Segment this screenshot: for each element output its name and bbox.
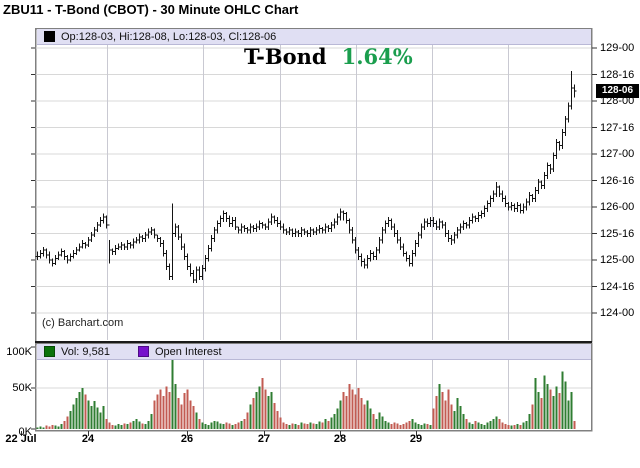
price-legend-bar: Op:128-03, Hi:128-08, Lo:128-03, Cl:128-… xyxy=(37,29,591,45)
x-axis-label: 29 xyxy=(409,433,423,445)
y-axis-label: 127-00 xyxy=(600,148,635,160)
gridlines xyxy=(36,45,591,429)
y-axis-label: 128-00 xyxy=(600,95,635,107)
y-axis-label: 129-00 xyxy=(600,42,635,54)
volume-axis-label: 0K xyxy=(18,426,32,438)
y-axis-label: 124-16 xyxy=(600,280,635,293)
y-axis-label: 126-00 xyxy=(600,201,635,213)
ohlc-bars xyxy=(35,71,577,284)
x-axis-label: 28 xyxy=(333,433,347,445)
y-axis-label: 125-00 xyxy=(600,254,635,266)
y-axis-label: 127-16 xyxy=(600,121,635,134)
y-axis-label: 128-16 xyxy=(600,68,635,81)
volume-legend-text: Vol: 9,581 xyxy=(61,345,110,358)
symbol-name-label: T-Bond xyxy=(244,44,327,69)
volume-axis-label: 100K xyxy=(6,346,32,358)
volume-bars xyxy=(36,353,576,429)
x-axis-label: 26 xyxy=(180,433,194,445)
axis-ticks xyxy=(21,47,597,436)
x-axis-label: 24 xyxy=(81,433,95,445)
volume-series-marker-icon xyxy=(44,346,55,357)
y-axis-label: 126-16 xyxy=(600,174,635,187)
volume-axis-label: 50K xyxy=(12,382,32,394)
ohlc-legend-text: Op:128-03, Hi:128-08, Lo:128-03, Cl:128-… xyxy=(61,30,277,43)
x-axis-label: 27 xyxy=(257,433,271,445)
last-price-badge: 128-06 xyxy=(596,84,639,99)
open-interest-marker-icon xyxy=(137,346,149,357)
symbol-overlay: T-Bond 1.64% xyxy=(244,44,413,69)
y-axis-label: 125-16 xyxy=(600,227,635,240)
percent-change-label: 1.64% xyxy=(341,44,413,69)
x-axis-label: 22 Jul xyxy=(5,433,37,445)
panel-frames xyxy=(34,27,593,432)
open-interest-legend-text: Open Interest xyxy=(154,345,222,358)
barchart-watermark: (c) Barchart.com xyxy=(42,317,124,329)
y-axis-label: 124-00 xyxy=(600,307,635,319)
volume-legend-bar: Vol: 9,581 Open Interest xyxy=(37,344,591,360)
ohlc-series-marker-icon xyxy=(44,31,55,42)
chart-title: ZBU11 - T-Bond (CBOT) - 30 Minute OHLC C… xyxy=(3,2,299,17)
